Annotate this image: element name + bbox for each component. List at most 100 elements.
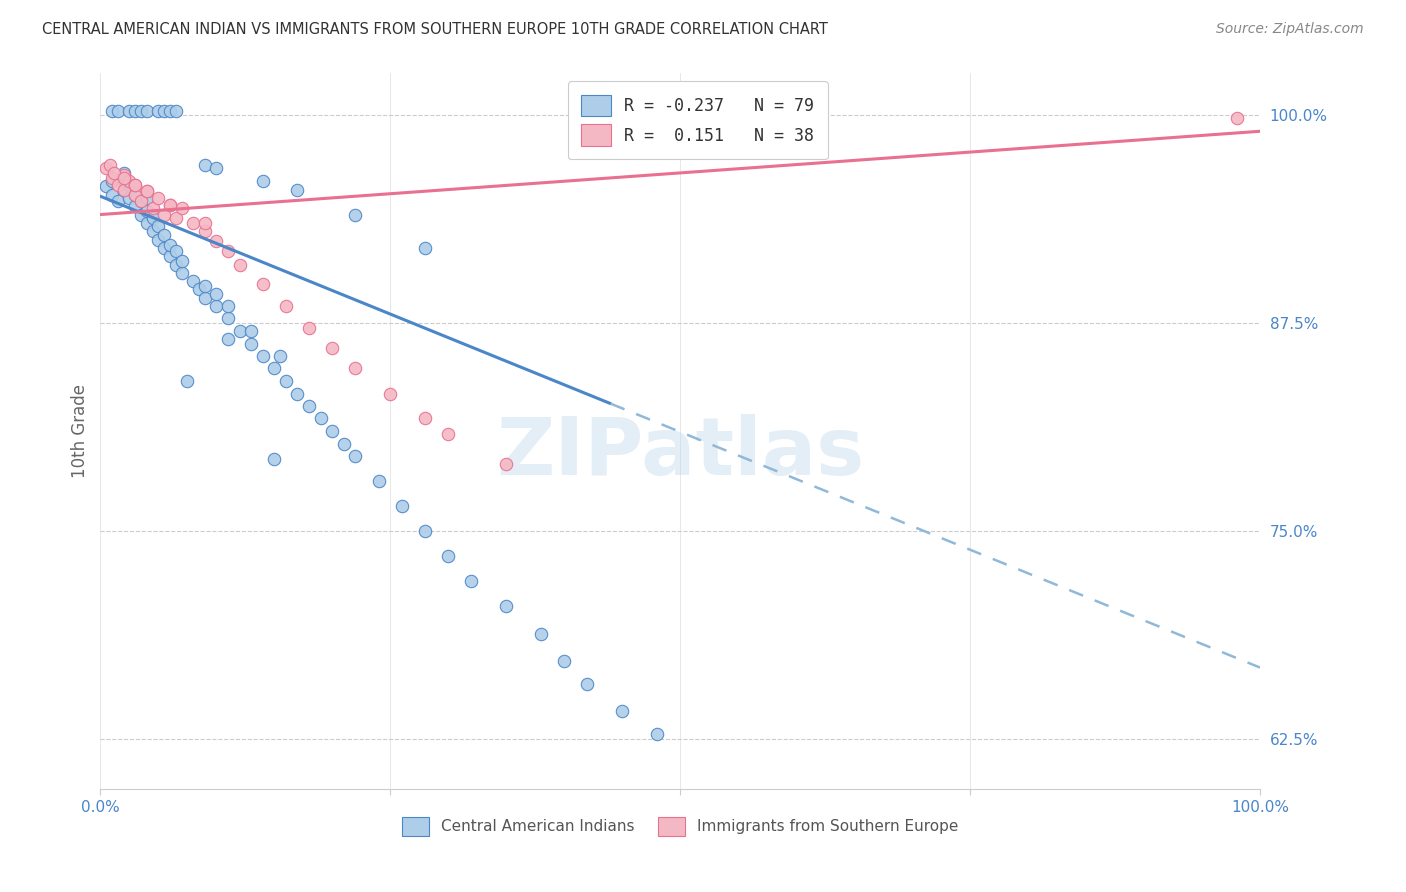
Point	[124, 178, 146, 192]
Point	[391, 499, 413, 513]
Point	[165, 211, 187, 225]
Point	[112, 170, 135, 185]
Point	[101, 174, 124, 188]
Point	[153, 104, 176, 119]
Point	[170, 266, 193, 280]
Point	[217, 333, 239, 347]
Point	[135, 184, 157, 198]
Point	[124, 187, 146, 202]
Point	[148, 233, 170, 247]
Point	[101, 170, 124, 185]
Point	[205, 234, 228, 248]
Point	[118, 104, 141, 119]
Point	[495, 599, 517, 613]
Point	[148, 219, 170, 234]
Point	[252, 174, 274, 188]
Point	[107, 178, 129, 192]
Point	[181, 274, 204, 288]
Point	[217, 299, 239, 313]
Point	[118, 191, 141, 205]
Point	[413, 241, 436, 255]
Point	[205, 287, 228, 301]
Point	[194, 216, 217, 230]
Point	[240, 324, 263, 338]
Point	[129, 194, 152, 209]
Point	[148, 191, 170, 205]
Point	[460, 574, 482, 588]
Point	[153, 227, 176, 242]
Point	[165, 244, 187, 259]
Point	[118, 174, 141, 188]
Point	[187, 283, 209, 297]
Point	[141, 211, 163, 225]
Point	[170, 201, 193, 215]
Point	[153, 208, 176, 222]
Point	[530, 627, 553, 641]
Point	[165, 258, 187, 272]
Point	[124, 178, 146, 192]
Point	[159, 249, 181, 263]
Point	[129, 194, 152, 209]
Point	[205, 161, 228, 175]
Point	[107, 194, 129, 209]
Point	[1226, 111, 1249, 125]
Point	[94, 161, 117, 175]
Point	[112, 183, 135, 197]
Point	[437, 427, 460, 442]
Text: CENTRAL AMERICAN INDIAN VS IMMIGRANTS FROM SOUTHERN EUROPE 10TH GRADE CORRELATIO: CENTRAL AMERICAN INDIAN VS IMMIGRANTS FR…	[42, 22, 828, 37]
Point	[333, 437, 356, 451]
Point	[135, 184, 157, 198]
Point	[252, 349, 274, 363]
Point	[344, 360, 367, 375]
Point	[159, 197, 181, 211]
Point	[344, 449, 367, 463]
Point	[176, 374, 198, 388]
Legend: R = -0.237   N = 79, R =  0.151   N = 38: R = -0.237 N = 79, R = 0.151 N = 38	[568, 81, 828, 159]
Point	[98, 158, 121, 172]
Point	[112, 168, 135, 182]
Point	[129, 104, 152, 119]
Point	[413, 524, 436, 538]
Point	[135, 191, 157, 205]
Point	[344, 208, 367, 222]
Text: ZIPatlas: ZIPatlas	[496, 414, 865, 491]
Point	[287, 387, 309, 401]
Point	[380, 387, 402, 401]
Point	[205, 299, 228, 313]
Point	[576, 677, 599, 691]
Point	[309, 410, 332, 425]
Point	[141, 224, 163, 238]
Point	[240, 337, 263, 351]
Point	[274, 299, 297, 313]
Point	[194, 291, 217, 305]
Point	[263, 360, 285, 375]
Point	[612, 704, 634, 718]
Point	[135, 104, 157, 119]
Point	[141, 201, 163, 215]
Point	[269, 349, 291, 363]
Point	[107, 104, 129, 119]
Point	[228, 324, 250, 338]
Point	[135, 216, 157, 230]
Point	[194, 224, 217, 238]
Point	[181, 216, 204, 230]
Point	[263, 452, 285, 467]
Point	[321, 424, 343, 438]
Point	[274, 374, 297, 388]
Point	[124, 199, 146, 213]
Point	[228, 258, 250, 272]
Text: Source: ZipAtlas.com: Source: ZipAtlas.com	[1216, 22, 1364, 37]
Point	[645, 727, 668, 741]
Point	[170, 254, 193, 268]
Point	[298, 320, 321, 334]
Point	[101, 187, 124, 202]
Point	[135, 204, 157, 219]
Point	[112, 174, 135, 188]
Point	[112, 183, 135, 197]
Point	[252, 277, 274, 292]
Y-axis label: 10th Grade: 10th Grade	[72, 384, 89, 478]
Point	[112, 166, 135, 180]
Point	[437, 549, 460, 563]
Point	[413, 410, 436, 425]
Point	[94, 179, 117, 194]
